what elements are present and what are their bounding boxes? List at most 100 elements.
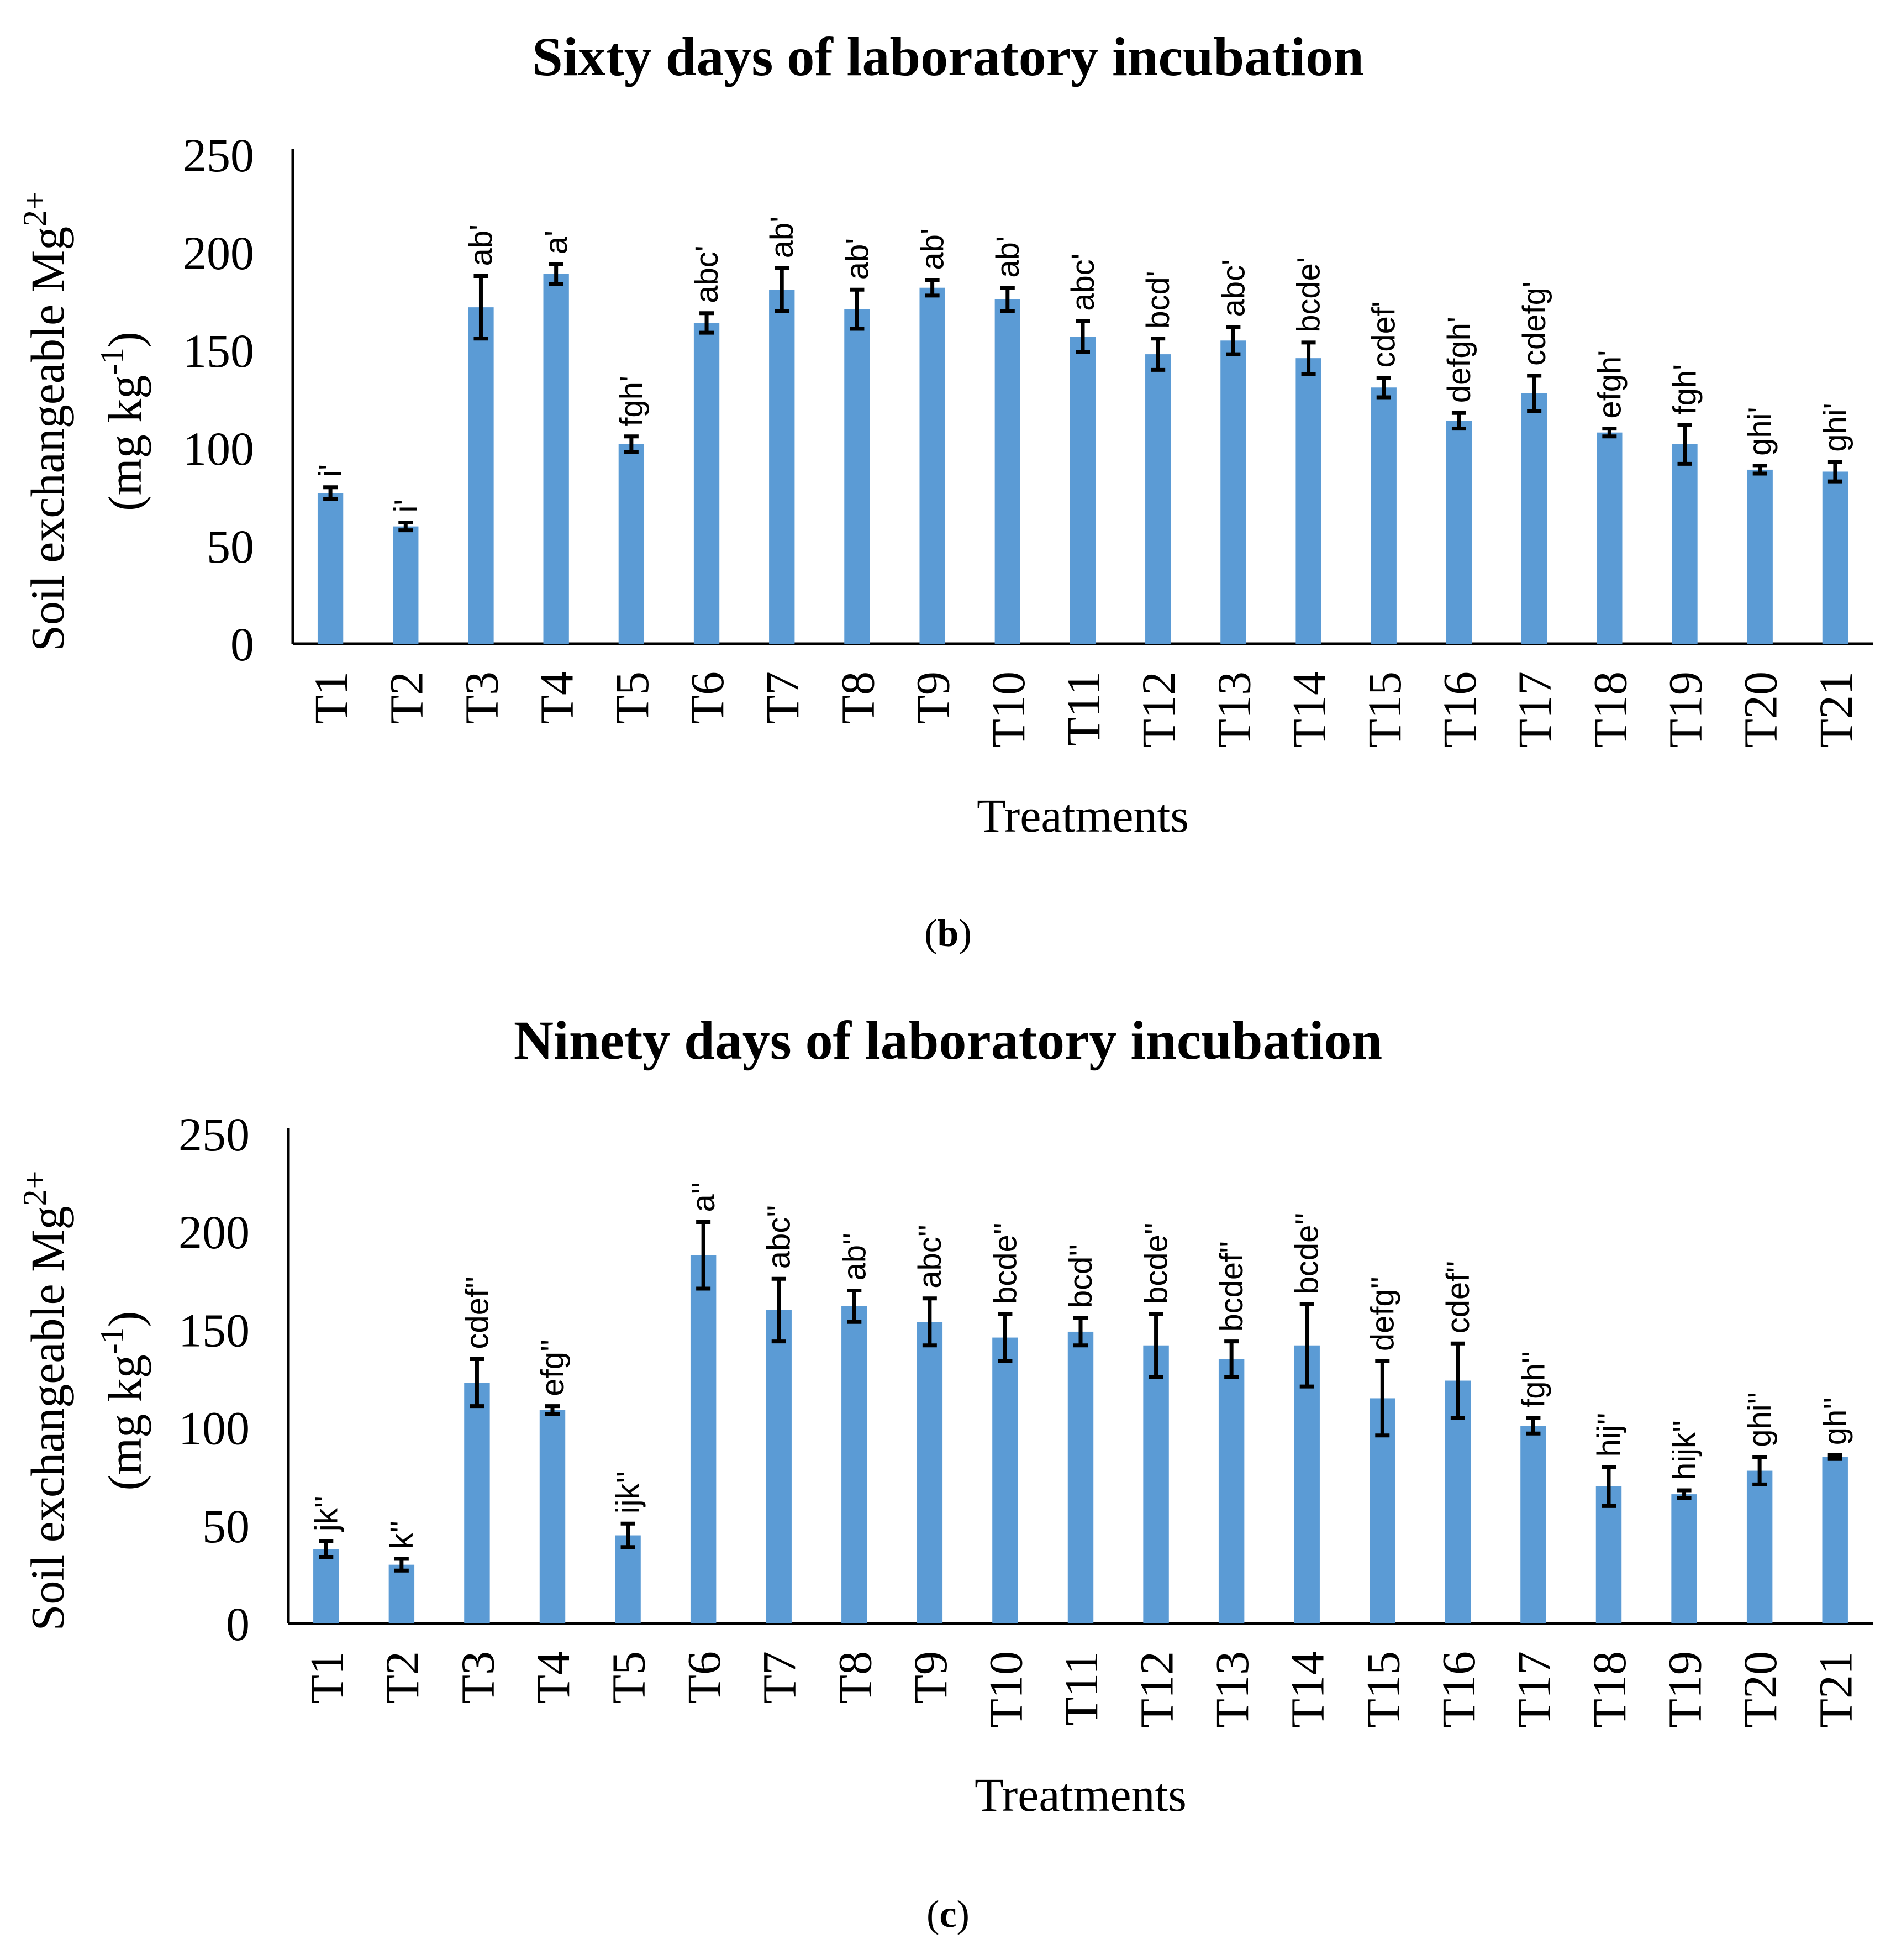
- significance-label: fgh': [614, 376, 650, 427]
- x-tick-label: T9: [904, 1651, 957, 1704]
- bar-chart-sixty-days: 0 50 100 150 200 250 i' T1 i' T2 ab' T3 a' T4 fgh' T5 ab…: [17, 129, 1873, 842]
- significance-label: bcde': [1291, 257, 1327, 333]
- panel-b: Sixty days of laboratory incubation 0 50 1…: [17, 26, 1873, 955]
- y-tick-label: 100: [183, 422, 254, 475]
- significance-label: abc'': [761, 1205, 797, 1269]
- bar: [1672, 444, 1698, 644]
- panel-letter: c: [939, 1893, 957, 1936]
- x-tick-label: T1: [304, 671, 357, 724]
- y-tick-label: 250: [178, 1108, 250, 1161]
- bar: [769, 290, 795, 644]
- x-tick-label: T4: [526, 1651, 580, 1704]
- x-tick-label: T7: [753, 1651, 806, 1704]
- bar: [1822, 1457, 1848, 1623]
- bar: [618, 444, 645, 644]
- significance-label: hijk'': [1667, 1420, 1703, 1480]
- error-bar: [319, 1539, 334, 1559]
- error-bar: [925, 278, 940, 298]
- bar: [543, 274, 569, 644]
- significance-label: bcde'': [1139, 1222, 1175, 1304]
- x-tick-label: T1: [300, 1651, 353, 1704]
- significance-label: abc': [1215, 259, 1251, 317]
- significance-label: cdef'': [1440, 1260, 1476, 1333]
- y-tick-label: 50: [207, 520, 254, 573]
- error-bar: [1301, 340, 1316, 376]
- bar: [1145, 354, 1171, 644]
- bar: [1595, 1486, 1622, 1623]
- bar: [693, 323, 720, 644]
- error-bar: [850, 287, 865, 331]
- error-bar: [922, 1296, 937, 1348]
- significance-label: defg'': [1365, 1276, 1400, 1351]
- x-tick-label: T15: [1356, 1651, 1409, 1728]
- bar: [468, 307, 494, 644]
- significance-label: ab': [764, 217, 800, 259]
- significance-label: a'': [686, 1182, 721, 1212]
- x-tick-label: T12: [1132, 671, 1185, 748]
- significance-label: ab': [990, 236, 1026, 278]
- significance-label: ab'': [836, 1233, 872, 1281]
- significance-label: efgh': [1592, 350, 1628, 419]
- bar: [464, 1383, 490, 1623]
- x-tick-label: T6: [681, 671, 734, 724]
- bar: [393, 526, 419, 644]
- x-tick-label: T7: [756, 671, 809, 724]
- bar: [1143, 1345, 1169, 1623]
- significance-label: abc'': [912, 1225, 948, 1289]
- error-bar: [1827, 1453, 1842, 1461]
- significance-label: abc': [1065, 253, 1101, 311]
- error-bar: [394, 1557, 409, 1573]
- x-tick-label: T13: [1205, 1651, 1258, 1728]
- significance-label: bcd'': [1063, 1244, 1099, 1308]
- error-bar: [1149, 1312, 1163, 1379]
- y-tick-label: 150: [183, 324, 254, 377]
- significance-label: cdef': [1366, 301, 1402, 368]
- bar: [317, 493, 344, 644]
- error-bar: [1752, 1455, 1767, 1486]
- bar: [1371, 387, 1397, 644]
- x-tick-label: T21: [1809, 1651, 1862, 1728]
- x-tick-label: T2: [376, 1651, 429, 1704]
- significance-label: cdefg': [1516, 281, 1552, 366]
- bar: [1294, 1345, 1320, 1623]
- error-bar: [1527, 374, 1542, 413]
- error-bar: [771, 1276, 786, 1344]
- x-tick-label: T16: [1433, 671, 1486, 748]
- y-tick-label: 50: [202, 1500, 250, 1553]
- significance-label: k'': [384, 1521, 420, 1549]
- x-tick-label: T19: [1659, 671, 1712, 748]
- significance-label: ijk'': [610, 1471, 646, 1514]
- bar: [1445, 1380, 1471, 1623]
- x-tick-label: T11: [1055, 1651, 1108, 1726]
- significance-label: bcde'': [987, 1222, 1023, 1304]
- bar: [919, 287, 945, 644]
- significance-label: fgh': [1667, 364, 1703, 415]
- y-tick-label: 100: [178, 1402, 250, 1455]
- bar: [1218, 1359, 1245, 1623]
- error-bar: [323, 485, 338, 501]
- significance-label: i': [388, 500, 424, 513]
- bar: [994, 299, 1020, 644]
- x-tick-label: T20: [1734, 671, 1787, 748]
- panel-c: Ninety days of laboratory incubation 0 50…: [0, 981, 1896, 1960]
- significance-label: bcd': [1140, 271, 1176, 329]
- bar: [1067, 1331, 1094, 1623]
- x-tick-label: T20: [1734, 1651, 1787, 1728]
- x-tick-label: T8: [831, 671, 884, 724]
- error-bar: [470, 1357, 484, 1409]
- significance-label: ghi'': [1742, 1392, 1778, 1447]
- error-bar: [624, 434, 639, 454]
- error-bar: [998, 1312, 1013, 1363]
- significance-label: abc': [689, 245, 725, 303]
- error-bar: [1376, 376, 1391, 400]
- y-tick-label: 250: [183, 129, 254, 182]
- x-tick-label: T15: [1358, 671, 1411, 748]
- x-axis-title: Treatments: [977, 789, 1189, 842]
- error-bar: [1677, 1488, 1692, 1500]
- error-bar: [696, 1220, 711, 1291]
- bar: [1070, 337, 1096, 644]
- x-tick-label: T5: [602, 1651, 655, 1704]
- bar: [841, 1306, 867, 1623]
- x-tick-label: T12: [1130, 1651, 1183, 1728]
- error-bar: [775, 266, 789, 313]
